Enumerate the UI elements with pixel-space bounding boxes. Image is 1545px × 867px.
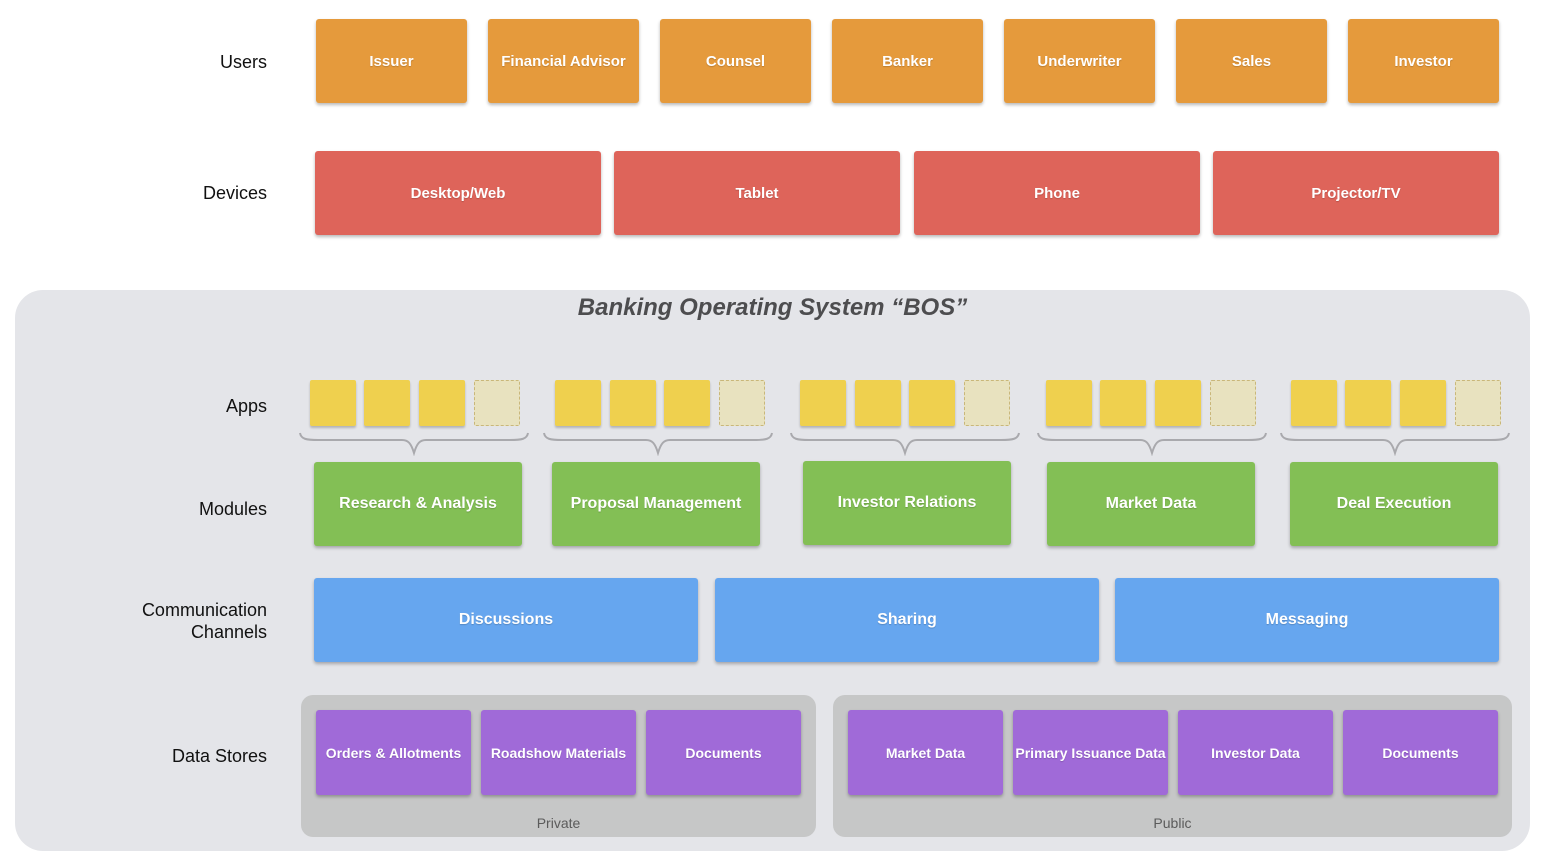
user-banker[interactable]: Banker: [832, 19, 983, 103]
app-tile[interactable]: [1155, 380, 1201, 426]
user-issuer[interactable]: Issuer: [316, 19, 467, 103]
module-market-data[interactable]: Market Data: [1047, 462, 1255, 546]
data-store-roadshow-materials[interactable]: Roadshow Materials: [481, 710, 636, 795]
row-label-apps: Apps: [225, 396, 267, 416]
app-placeholder-tile: [474, 380, 520, 426]
brace-icon: [543, 432, 773, 456]
app-placeholder-tile: [1210, 380, 1256, 426]
data-store-group-private-label: Private: [536, 815, 581, 831]
app-tile[interactable]: [664, 380, 710, 426]
row-label-data-stores: Data Stores: [171, 746, 267, 766]
app-tile[interactable]: [419, 380, 465, 426]
app-tile[interactable]: [610, 380, 656, 426]
user-investor[interactable]: Investor: [1348, 19, 1499, 103]
user-underwriter[interactable]: Underwriter: [1004, 19, 1155, 103]
row-label-users: Users: [219, 52, 267, 72]
data-store-public-documents[interactable]: Documents: [1343, 710, 1498, 795]
app-tile[interactable]: [1291, 380, 1337, 426]
app-tile[interactable]: [1345, 380, 1391, 426]
user-financial-advisor[interactable]: Financial Advisor: [488, 19, 639, 103]
device-projector-tv[interactable]: Projector/TV: [1213, 151, 1499, 235]
brace-icon: [1280, 432, 1510, 456]
app-tile[interactable]: [800, 380, 846, 426]
device-tablet[interactable]: Tablet: [614, 151, 900, 235]
row-label-devices: Devices: [202, 183, 267, 203]
row-label-modules: Modules: [198, 499, 267, 519]
data-store-group-public-label: Public: [1153, 815, 1192, 831]
data-store-orders-allotments[interactable]: Orders & Allotments: [316, 710, 471, 795]
channel-messaging[interactable]: Messaging: [1115, 578, 1499, 662]
device-phone[interactable]: Phone: [914, 151, 1200, 235]
data-store-primary-issuance-data[interactable]: Primary Issuance Data: [1013, 710, 1168, 795]
bos-title: Banking Operating System “BOS”: [577, 294, 968, 321]
user-counsel[interactable]: Counsel: [660, 19, 811, 103]
brace-icon: [1037, 432, 1267, 456]
module-proposal-management[interactable]: Proposal Management: [552, 462, 760, 546]
module-investor-relations[interactable]: Investor Relations: [803, 461, 1011, 545]
module-research-analysis[interactable]: Research & Analysis: [314, 462, 522, 546]
brace-icon: [790, 432, 1020, 456]
data-store-market-data[interactable]: Market Data: [848, 710, 1003, 795]
app-tile[interactable]: [1400, 380, 1446, 426]
app-placeholder-tile: [964, 380, 1010, 426]
row-label-channels-line1: Communication: [141, 600, 267, 620]
app-placeholder-tile: [719, 380, 765, 426]
app-tile[interactable]: [909, 380, 955, 426]
app-tile[interactable]: [364, 380, 410, 426]
app-tile[interactable]: [555, 380, 601, 426]
brace-icon: [299, 432, 529, 456]
module-deal-execution[interactable]: Deal Execution: [1290, 462, 1498, 546]
device-desktop-web[interactable]: Desktop/Web: [315, 151, 601, 235]
channel-discussions[interactable]: Discussions: [314, 578, 698, 662]
row-label-channels-line2: Channels: [190, 622, 267, 642]
user-sales[interactable]: Sales: [1176, 19, 1327, 103]
app-placeholder-tile: [1455, 380, 1501, 426]
app-tile[interactable]: [855, 380, 901, 426]
app-tile[interactable]: [310, 380, 356, 426]
channel-sharing[interactable]: Sharing: [715, 578, 1099, 662]
data-store-private-documents[interactable]: Documents: [646, 710, 801, 795]
app-tile[interactable]: [1046, 380, 1092, 426]
data-store-investor-data[interactable]: Investor Data: [1178, 710, 1333, 795]
app-tile[interactable]: [1100, 380, 1146, 426]
